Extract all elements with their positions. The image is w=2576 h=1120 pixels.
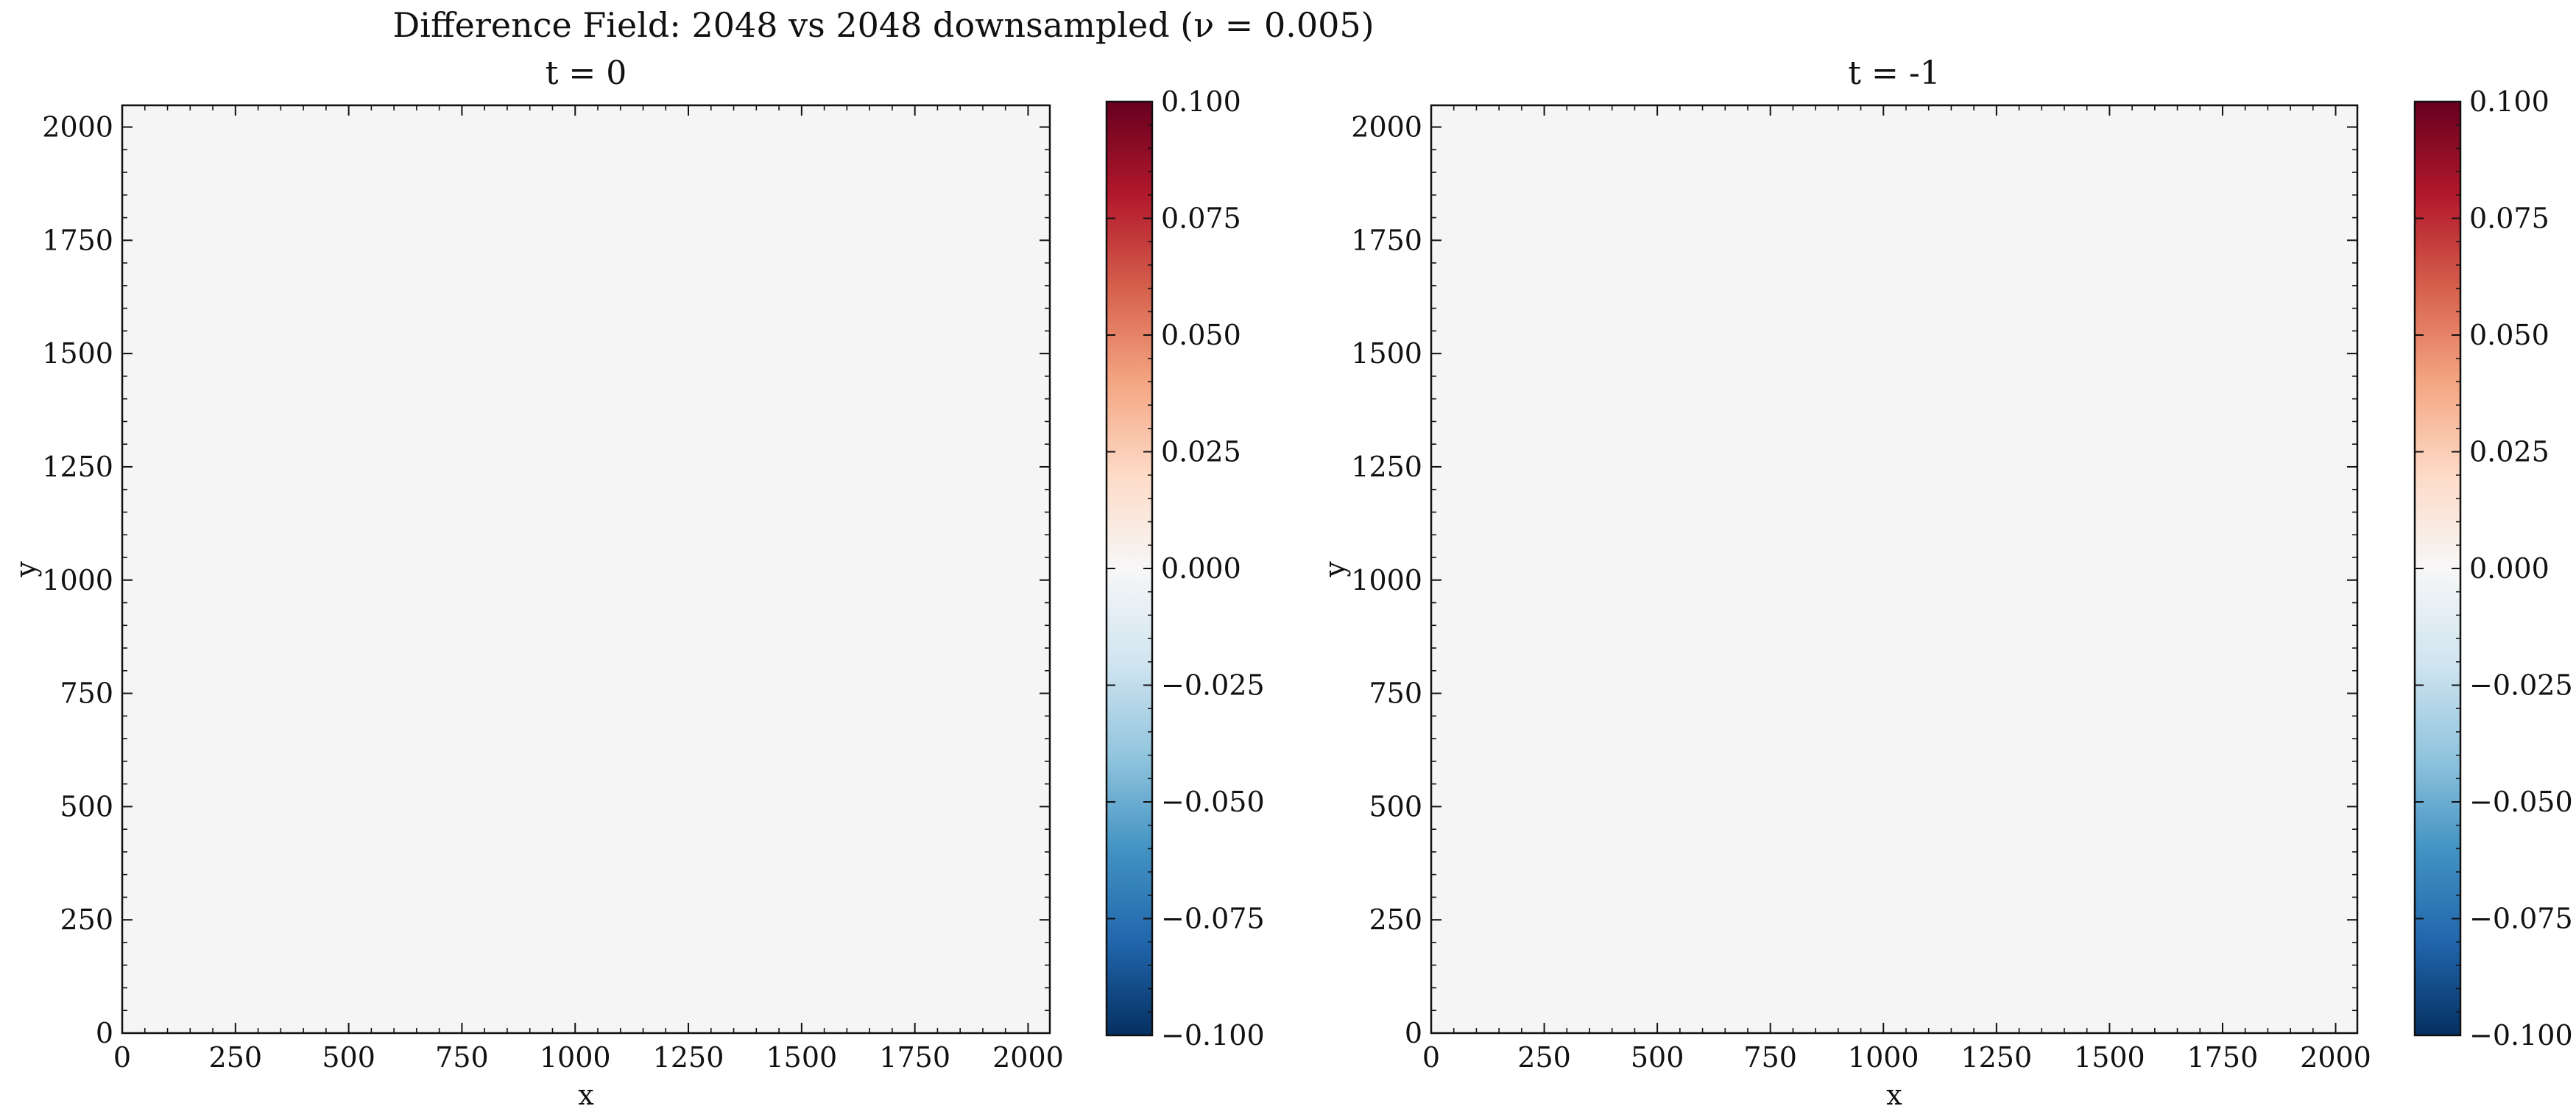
heatmap-field (122, 105, 1050, 1033)
y-tick-label: 250 (60, 904, 113, 936)
y-axis-label: y (10, 561, 42, 578)
y-tick-label: 1000 (1351, 564, 1422, 596)
y-tick-label: 1750 (42, 224, 113, 256)
colorbar-tick-label: 0.075 (1161, 202, 1241, 235)
colorbar-tick-label: 0.100 (1161, 85, 1241, 118)
y-tick-label: 1000 (42, 564, 113, 596)
colorbar-tick-label: −0.100 (1161, 1019, 1265, 1052)
y-tick-label: 750 (60, 677, 113, 710)
colorbar-tick-label: −0.025 (2469, 669, 2573, 702)
colorbar-tick-label: 0.075 (2469, 202, 2549, 235)
heatmap-field (1431, 105, 2357, 1033)
x-axis-label: x (1886, 1079, 1902, 1111)
x-tick-label: 250 (209, 1041, 263, 1074)
panel-title: t = 0 (546, 54, 627, 92)
y-tick-label: 2000 (1351, 111, 1422, 144)
y-tick-label: 1500 (1351, 337, 1422, 370)
colorbar-tick-label: 0.100 (2469, 85, 2549, 118)
y-tick-label: 0 (96, 1017, 113, 1049)
y-tick-label: 1250 (1351, 451, 1422, 483)
figure-suptitle: Difference Field: 2048 vs 2048 downsampl… (392, 5, 1374, 45)
colorbar-tick-label: −0.050 (2469, 786, 2573, 818)
y-tick-label: 500 (60, 790, 113, 823)
colorbar-tick-label: 0.000 (2469, 552, 2549, 585)
x-tick-label: 0 (113, 1041, 131, 1074)
x-tick-label: 1500 (766, 1041, 837, 1074)
plot-frame (1430, 104, 2359, 1035)
y-tick-label: 1500 (42, 337, 113, 370)
colorbar-tick-label: 0.025 (1161, 436, 1241, 468)
x-tick-label: 750 (1743, 1041, 1797, 1074)
panel-right: t = -1 0 250 500 750 1000 1250 1500 1750 2000 0 25… (1319, 54, 2573, 1111)
y-tick-label: 500 (1369, 790, 1422, 823)
y-tick-label: 1750 (1351, 224, 1422, 256)
axis-ticks: 0 250 500 750 1000 1250 1500 1750 2000 0 250 500 750… (42, 105, 1064, 1074)
x-tick-label: 1250 (653, 1041, 724, 1074)
y-tick-label: 1250 (42, 451, 113, 483)
colorbar-tick-label: −0.050 (1161, 786, 1265, 818)
colorbar: −0.100 −0.075 −0.050 −0.025 0.000 0.025 0.050 0… (2413, 85, 2573, 1052)
x-tick-label: 1750 (879, 1041, 950, 1074)
colorbar-tick-label: −0.100 (2469, 1019, 2573, 1052)
x-tick-label: 1500 (2074, 1041, 2145, 1074)
colorbar: −0.100 −0.075 −0.050 −0.025 0.000 0.025 0.050 0… (1105, 85, 1265, 1052)
colorbar-tick-label: 0.050 (2469, 319, 2549, 351)
x-tick-label: 1000 (540, 1041, 611, 1074)
y-tick-label: 2000 (42, 111, 113, 144)
x-tick-label: 250 (1517, 1041, 1571, 1074)
x-axis-label: x (578, 1079, 593, 1111)
colorbar-tick-label: 0.000 (1161, 552, 1241, 585)
plot-frame (121, 104, 1051, 1035)
x-tick-label: 0 (1422, 1041, 1440, 1074)
x-tick-label: 2000 (992, 1041, 1064, 1074)
x-tick-label: 2000 (2300, 1041, 2371, 1074)
colorbar-tick-label: 0.025 (2469, 436, 2549, 468)
x-tick-label: 1000 (1848, 1041, 1919, 1074)
panel-left: t = 0 0 250 500 750 1000 1250 1500 1750 2000 0 250… (10, 54, 1265, 1111)
panel-title: t = -1 (1848, 54, 1940, 92)
x-tick-label: 1250 (1961, 1041, 2032, 1074)
y-tick-label: 750 (1369, 677, 1422, 710)
x-tick-label: 1750 (2187, 1041, 2259, 1074)
y-axis-label: y (1319, 561, 1351, 578)
y-tick-label: 250 (1369, 904, 1422, 936)
colorbar-tick-label: 0.050 (1161, 319, 1241, 351)
axis-ticks: 0 250 500 750 1000 1250 1500 1750 2000 0 250 500 750… (1351, 105, 2371, 1074)
x-tick-label: 750 (435, 1041, 489, 1074)
colorbar-tick-label: −0.075 (2469, 903, 2573, 935)
x-tick-label: 500 (322, 1041, 375, 1074)
colorbar-tick-label: −0.075 (1161, 903, 1265, 935)
colorbar-tick-label: −0.025 (1161, 669, 1265, 702)
x-tick-label: 500 (1631, 1041, 1684, 1074)
y-tick-label: 0 (1405, 1017, 1422, 1049)
